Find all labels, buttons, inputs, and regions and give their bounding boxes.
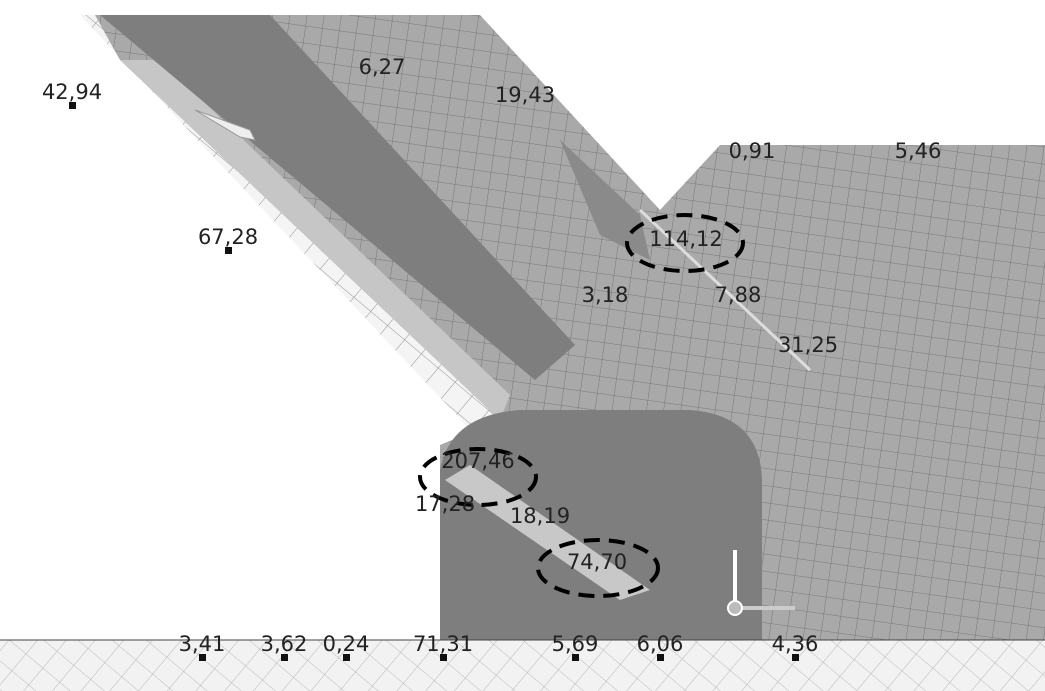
value-label: 17,28: [415, 492, 475, 516]
triad-origin: [728, 601, 742, 615]
geometry: [0, 15, 1045, 691]
value-label: 19,43: [495, 83, 555, 107]
value-label: 3,41: [179, 632, 226, 656]
value-label: 71,31: [413, 632, 473, 656]
node-marker: [572, 654, 579, 661]
value-label: 42,94: [42, 80, 102, 104]
value-label: 7,88: [715, 283, 762, 307]
value-label: 4,36: [772, 632, 819, 656]
value-label: 5,69: [552, 632, 599, 656]
dark-pocket: [440, 410, 762, 640]
node-marker: [657, 654, 664, 661]
value-label: 31,25: [778, 333, 838, 357]
node-marker: [69, 102, 76, 109]
value-label: 207,46: [441, 449, 514, 473]
node-marker: [343, 654, 350, 661]
node-marker: [440, 654, 447, 661]
value-label: 0,91: [729, 139, 776, 163]
value-label: 18,19: [510, 504, 570, 528]
value-label: 3,62: [261, 632, 308, 656]
mesh-view: 42,94 6,27 19,43 0,91 5,46 67,28 114,12 3,18 7,8…: [0, 0, 1045, 691]
value-label: 6,27: [359, 55, 406, 79]
node-marker: [281, 654, 288, 661]
value-label: 74,70: [567, 550, 627, 574]
value-label: 6,06: [637, 632, 684, 656]
value-label: 3,18: [582, 283, 629, 307]
value-label: 114,12: [649, 227, 722, 251]
node-marker: [199, 654, 206, 661]
node-marker: [792, 654, 799, 661]
bottom-mesh: [0, 640, 1045, 691]
node-marker: [225, 247, 232, 254]
value-label: 67,28: [198, 225, 258, 249]
value-label: 5,46: [895, 139, 942, 163]
value-label: 0,24: [323, 632, 370, 656]
